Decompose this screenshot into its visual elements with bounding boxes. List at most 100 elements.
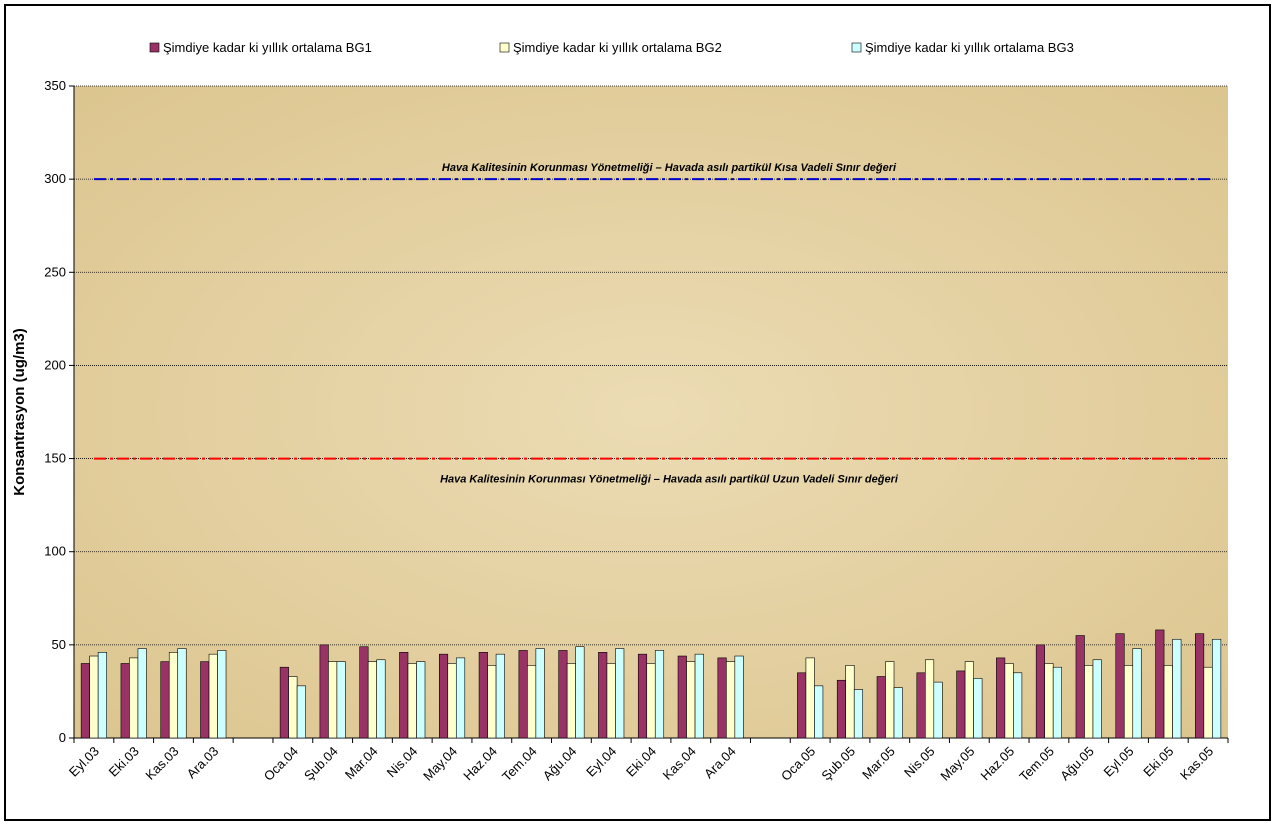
bar — [279, 666, 289, 739]
y-tick-label: 250 — [44, 264, 66, 279]
bar — [527, 665, 537, 739]
bar — [399, 652, 409, 739]
legend-swatch — [149, 42, 160, 53]
bar — [845, 665, 855, 739]
bar — [1084, 665, 1094, 739]
bar — [336, 661, 346, 739]
bar — [89, 655, 99, 739]
bar — [836, 679, 847, 739]
bar — [1123, 665, 1134, 739]
bar — [964, 661, 974, 739]
bar — [80, 663, 90, 739]
bar — [535, 648, 545, 739]
bar — [853, 689, 864, 739]
bar — [814, 685, 824, 739]
bar — [438, 653, 449, 739]
bar — [677, 655, 687, 739]
bar — [359, 646, 369, 739]
bar — [717, 657, 727, 739]
bar — [637, 653, 648, 739]
bar — [1163, 665, 1173, 739]
bar — [487, 665, 497, 739]
y-tick-label: 300 — [44, 171, 66, 186]
y-tick-label: 350 — [44, 78, 66, 93]
bar — [168, 652, 179, 739]
bar — [973, 678, 983, 739]
bar — [646, 663, 656, 739]
bar — [455, 657, 466, 739]
bar — [1075, 635, 1085, 739]
bar — [686, 661, 696, 739]
bar — [447, 663, 457, 739]
bar — [1035, 644, 1045, 739]
bar — [407, 663, 417, 739]
bar — [495, 653, 505, 739]
bar — [996, 657, 1006, 739]
bar — [328, 661, 338, 739]
bar — [177, 648, 187, 739]
bar — [120, 663, 130, 739]
y-tick-label: 150 — [44, 451, 66, 466]
bar — [296, 685, 306, 739]
reference-label: Hava Kalitesinin Korunması Yönetmeliği –… — [440, 474, 899, 486]
legend-label: Şimdiye kadar ki yıllık ortalama BG2 — [513, 40, 722, 55]
bar — [1132, 648, 1142, 739]
bar — [1013, 672, 1023, 739]
bar — [916, 672, 926, 739]
bar — [956, 670, 966, 739]
bar — [575, 646, 585, 739]
bar — [805, 657, 815, 739]
bar — [1004, 663, 1014, 739]
bar — [478, 652, 488, 739]
bar — [1044, 663, 1054, 739]
y-tick-label: 200 — [44, 357, 66, 372]
bar — [1203, 666, 1213, 739]
bar — [376, 659, 386, 739]
bar — [654, 650, 665, 739]
bar — [416, 661, 426, 739]
bar — [615, 648, 625, 739]
bar — [558, 650, 568, 739]
bar — [1195, 633, 1205, 739]
bar — [208, 653, 218, 739]
bar — [319, 644, 329, 739]
bar — [885, 661, 895, 739]
bar — [1115, 633, 1125, 739]
legend-swatch — [851, 42, 862, 53]
bar — [797, 672, 807, 739]
bar — [518, 650, 528, 739]
bar — [217, 650, 227, 739]
bar — [97, 652, 107, 739]
bar — [137, 648, 147, 739]
legend-swatch — [499, 42, 510, 53]
bar — [933, 681, 943, 739]
bar — [694, 653, 704, 739]
bar — [1092, 659, 1102, 739]
bar — [734, 655, 744, 739]
bar — [606, 663, 616, 739]
y-axis-title: Konsantrasyon (ug/m3) — [11, 328, 28, 496]
bar — [288, 676, 298, 739]
bar — [726, 661, 736, 739]
y-tick-label: 50 — [52, 637, 66, 652]
bar — [1155, 629, 1165, 739]
plot-area — [74, 86, 1228, 738]
bar — [160, 661, 170, 739]
y-tick-label: 0 — [59, 730, 66, 745]
bar — [566, 663, 576, 739]
bar — [925, 659, 935, 739]
bar — [200, 661, 210, 739]
bar — [598, 652, 608, 739]
legend-label: Şimdiye kadar ki yıllık ortalama BG3 — [865, 40, 1074, 55]
bar — [367, 661, 377, 739]
legend-label: Şimdiye kadar ki yıllık ortalama BG1 — [163, 40, 372, 55]
bar — [1172, 638, 1182, 739]
bar — [893, 687, 903, 739]
reference-label: Hava Kalitesinin Korunması Yönetmeliği –… — [442, 162, 897, 174]
bar — [1052, 666, 1062, 739]
bar — [129, 657, 139, 739]
y-tick-label: 100 — [44, 544, 66, 559]
bar — [876, 676, 886, 739]
bar — [1212, 638, 1222, 739]
